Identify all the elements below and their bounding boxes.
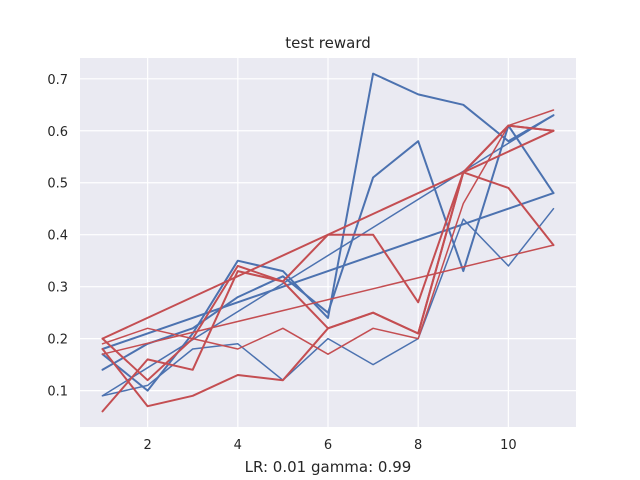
x-tick-label: 2 (143, 438, 151, 453)
y-ticks: 0.1 0.2 0.3 0.4 0.5 0.6 0.7 (47, 73, 68, 400)
x-tick-label: 4 (234, 438, 242, 453)
series-line-9 (101, 129, 555, 340)
series-layer (101, 72, 555, 413)
x-tick-label: 8 (414, 438, 422, 453)
x-ticks: 2 4 6 8 10 (143, 438, 516, 453)
series-line-3 (101, 192, 555, 350)
series-line-11 (101, 244, 555, 355)
series-line-10 (101, 109, 555, 355)
y-tick-label: 0.2 (47, 333, 68, 348)
x-tick-label: 10 (500, 438, 517, 453)
y-tick-label: 0.6 (47, 125, 68, 140)
series-line-2 (101, 124, 555, 371)
series-line-5 (101, 207, 555, 397)
x-tick-label: 6 (324, 438, 332, 453)
chart-title: test reward (285, 34, 371, 52)
y-tick-label: 0.4 (47, 229, 68, 244)
y-tick-label: 0.1 (47, 385, 68, 400)
y-tick-label: 0.7 (47, 73, 68, 88)
y-tick-label: 0.3 (47, 281, 68, 296)
x-axis-label: LR: 0.01 gamma: 0.99 (245, 458, 412, 476)
series-line-8 (101, 124, 555, 408)
series-line-4 (101, 114, 555, 397)
y-tick-label: 0.5 (47, 177, 68, 192)
